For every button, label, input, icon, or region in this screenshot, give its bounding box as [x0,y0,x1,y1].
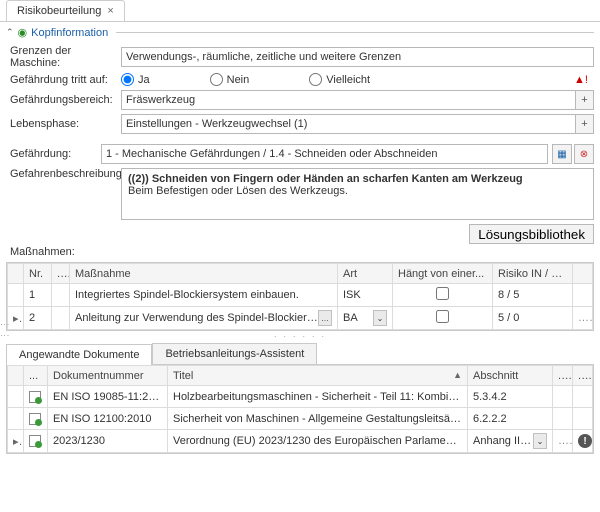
col-dots[interactable]: ... [52,264,70,284]
gefaehrdung-input[interactable]: 1 - Mechanische Gefährdungen / 1.4 - Sch… [101,144,548,164]
label-gefaehrdung: Gefährdung: [6,148,101,160]
col-d1[interactable]: ... [553,366,573,386]
col-titel[interactable]: Titel▲ [168,366,468,386]
col-indicator[interactable] [8,264,24,284]
pane-splitter-icon[interactable]: ⋮⋮ [0,320,10,342]
tab-manual-assistant[interactable]: Betriebsanleitungs-Assistent [152,343,317,364]
measures-grid: Nr. ... Maßnahme Art Hängt von einer... … [6,262,594,331]
document-icon [29,413,41,425]
dep-checkbox[interactable] [436,287,449,300]
warning-icon: ▲! [574,74,588,86]
col-name[interactable]: Maßnahme [70,264,338,284]
table-row[interactable]: EN ISO 12100:2010 Sicherheit von Maschin… [8,408,593,430]
row-more-icon[interactable]: … [553,430,573,453]
hazard-delete-icon[interactable]: ⊗ [574,144,594,164]
dropdown-icon[interactable]: ⌄ [373,310,387,326]
table-row[interactable]: ▸ 2023/1230 Verordnung (EU) 2023/1230 de… [8,430,593,453]
alert-icon: ! [578,434,592,448]
col-nr[interactable]: Nr. [24,264,52,284]
desc-line2: Beim Befestigen oder Lösen des Werkzeugs… [128,185,587,197]
label-tritt: Gefährdung tritt auf: [6,74,121,86]
col-d2[interactable]: ... [573,366,593,386]
solution-library-button[interactable]: Lösungsbibliothek [469,224,594,244]
label-beschr: Gefahrenbeschreibung: [6,168,121,180]
phase-input[interactable]: Einstellungen - Werkzeugwechsel (1) [121,114,576,134]
close-icon[interactable]: × [107,5,113,17]
tab-title: Risikobeurteilung [17,5,101,17]
col-art[interactable]: Art [338,264,393,284]
description-textarea[interactable]: ((2)) Schneiden von Fingern oder Händen … [121,168,594,220]
label-phase: Lebensphase: [6,118,121,130]
label-mass: Maßnahmen: [6,246,594,258]
collapse-icon[interactable]: ⌃ [6,27,14,38]
table-row[interactable]: 1 Integriertes Spindel-Blockiersystem ei… [8,284,593,307]
bereich-input[interactable]: Fräswerkzeug [121,90,576,110]
radio-vielleicht[interactable]: Vielleicht [309,73,370,86]
col-risk[interactable]: Risiko IN / OUT [493,264,573,284]
col-dep[interactable]: Hängt von einer... [393,264,493,284]
document-icon [29,391,41,403]
radio-nein[interactable]: Nein [210,73,250,86]
sort-asc-icon: ▲ [453,370,462,380]
row-more-icon[interactable]: … [573,307,593,330]
hazard-picker-icon[interactable]: ▦ [552,144,572,164]
group-title: Kopfinformation [31,27,108,39]
col-docnum[interactable]: Dokumentnummer [48,366,168,386]
tab-documents[interactable]: Angewandte Dokumente [6,344,152,365]
grid-resize-grip[interactable]: · · · · · · [0,331,600,339]
dropdown-icon[interactable]: ⌄ [533,433,547,449]
col-abschnitt[interactable]: Abschnitt [468,366,553,386]
label-grenzen: Grenzen der Maschine: [6,45,121,69]
grenzen-input[interactable]: Verwendungs-, räumliche, zeitliche und w… [121,47,594,67]
dep-checkbox[interactable] [436,310,449,323]
document-icon [29,435,41,447]
ellipsis-icon[interactable]: … [318,310,332,326]
bereich-add-button[interactable]: + [576,90,594,110]
globe-icon: ◉ [18,26,28,39]
main-tab[interactable]: Risikobeurteilung × [6,0,125,21]
col-icon[interactable]: ... [24,366,48,386]
phase-add-button[interactable]: + [576,114,594,134]
radio-ja[interactable]: Ja [121,73,150,86]
group-header: ⌃ ◉ Kopfinformation [6,26,594,39]
table-row[interactable]: EN ISO 19085-11:2020 Holzbearbeitungsmas… [8,386,593,408]
documents-grid: ... Dokumentnummer Titel▲ Abschnitt ... … [6,365,594,454]
table-row[interactable]: ▸ 2 Anleitung zur Verwendung des Spindel… [8,307,593,330]
label-bereich: Gefährdungsbereich: [6,94,121,106]
